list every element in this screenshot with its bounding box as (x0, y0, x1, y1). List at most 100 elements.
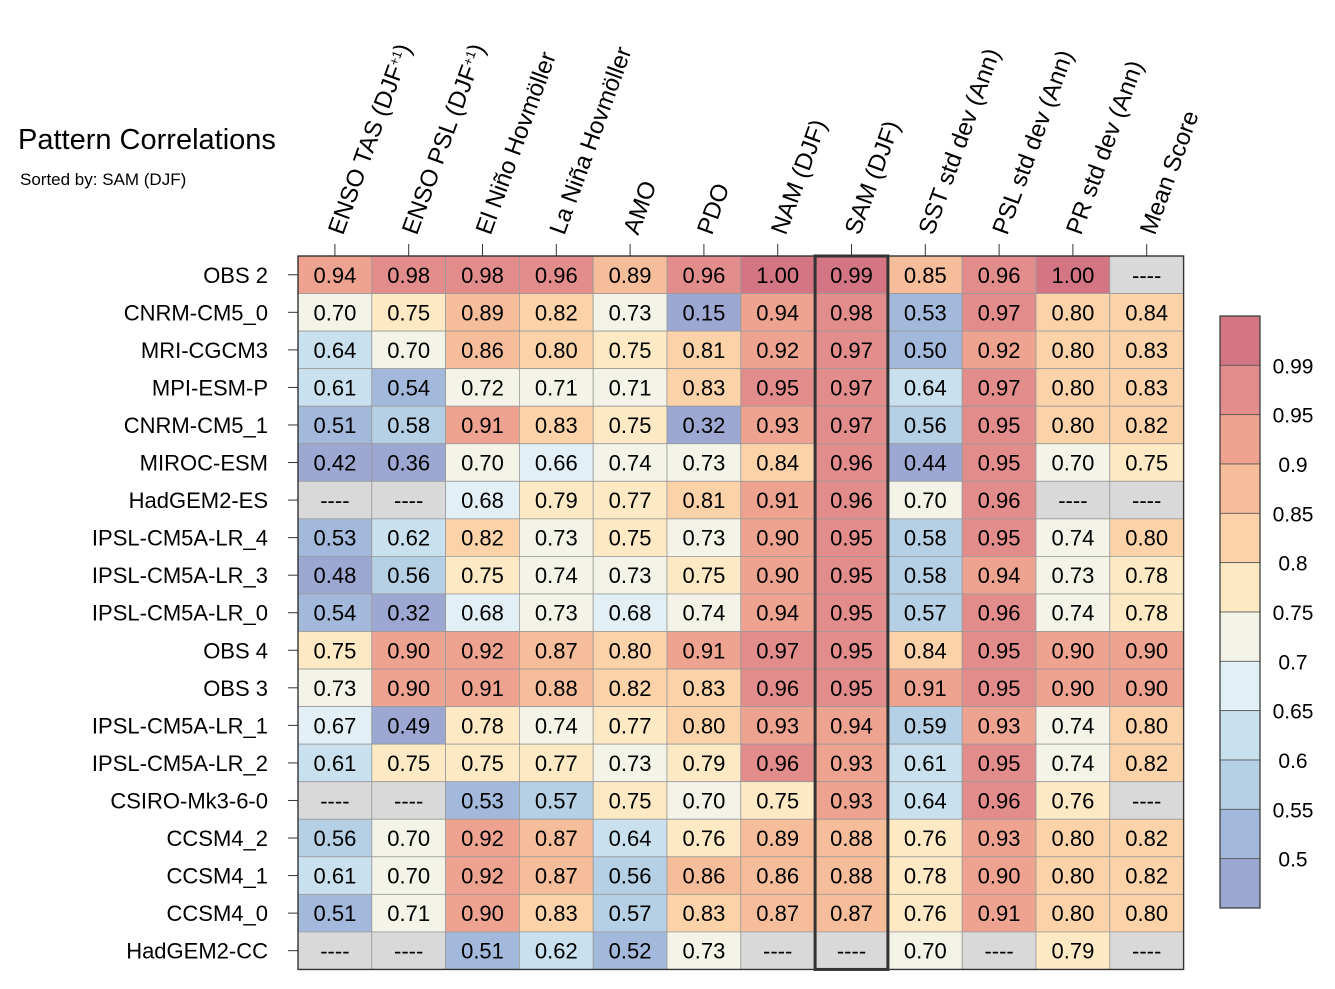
cell-value-label: 0.72 (461, 375, 504, 400)
cell-value-label: 0.81 (682, 488, 725, 513)
cell-value-label: 0.75 (609, 413, 652, 438)
heatmap-cell (814, 556, 889, 595)
cell-value-label: 0.58 (387, 413, 430, 438)
cell-value-label: 0.75 (461, 563, 504, 588)
cell-value-label: 0.93 (756, 713, 799, 738)
heatmap-cell (666, 593, 742, 632)
cell-value-label: 0.93 (830, 751, 873, 776)
cell-value-label: 0.74 (609, 451, 652, 476)
row-label: CCSM4_1 (167, 864, 268, 889)
row-label: IPSL-CM5A-LR_4 (92, 526, 268, 551)
cell-value-label: 0.84 (756, 451, 799, 476)
heatmap-cell (740, 743, 815, 783)
heatmap-cell (519, 743, 594, 783)
heatmap-cell (297, 706, 373, 745)
heatmap-cell (592, 818, 668, 858)
heatmap-cell (1109, 893, 1185, 933)
heatmap-cell (445, 518, 520, 557)
row-label: IPSL-CM5A-LR_2 (92, 751, 268, 776)
cell-value-label: 0.42 (313, 451, 356, 476)
cell-value-label: ---- (837, 939, 866, 964)
colorbar-bin (1219, 562, 1261, 613)
cell-value-label: 0.78 (461, 713, 504, 738)
heatmap-cell (519, 518, 594, 557)
colorbar-tick-label: 0.99 (1273, 355, 1314, 378)
cell-value-label: 0.91 (682, 638, 725, 663)
cell-value-label: 0.75 (609, 526, 652, 551)
heatmap-cell (740, 818, 815, 858)
heatmap-cell (371, 480, 446, 520)
heatmap-cell (445, 931, 520, 970)
row-label: CSIRO-Mk3-6-0 (110, 788, 268, 813)
heatmap-cell (888, 443, 963, 482)
heatmap-cell (1109, 668, 1185, 707)
heatmap-cell (1035, 631, 1111, 670)
row-label: MRI-CGCM3 (141, 338, 268, 363)
heatmap-cell (297, 255, 373, 294)
cell-value-label: 0.75 (609, 338, 652, 363)
heatmap-cell (888, 893, 963, 933)
cell-value-label: 0.94 (830, 713, 873, 738)
cell-value-label: 0.87 (535, 826, 578, 851)
cell-value-label: 0.93 (978, 713, 1021, 738)
heatmap-cell (445, 631, 520, 670)
cell-value-label: 0.90 (1125, 638, 1168, 663)
cell-value-label: 0.74 (1051, 751, 1094, 776)
heatmap-cell (519, 330, 594, 370)
cell-value-label: 0.70 (387, 864, 430, 889)
row-label: CNRM-CM5_0 (124, 300, 268, 325)
row-label: OBS 2 (203, 263, 268, 288)
cell-value-label: 0.56 (313, 826, 356, 851)
cell-value-label: 0.94 (756, 601, 799, 626)
heatmap-cell (1035, 255, 1111, 294)
cell-value-label: 0.57 (535, 788, 578, 813)
cell-value-label: 0.96 (978, 788, 1021, 813)
heatmap-cell (445, 405, 520, 445)
cell-value-label: 0.88 (535, 676, 578, 701)
cell-value-label: 0.80 (1125, 713, 1168, 738)
cell-value-label: 0.51 (461, 939, 504, 964)
colorbar-bin (1219, 512, 1261, 564)
heatmap-cell (961, 556, 1037, 595)
column-label: PR std dev (Ann) (1061, 57, 1149, 238)
cell-value-label: 0.79 (1051, 939, 1094, 964)
cell-value-label: 0.94 (756, 300, 799, 325)
cell-value-label: 0.95 (978, 413, 1021, 438)
cell-value-label: 0.90 (1051, 676, 1094, 701)
heatmap-cell (1109, 480, 1185, 520)
heatmap-cell (888, 330, 963, 370)
chart-subtitle: Sorted by: SAM (DJF) (20, 170, 187, 189)
cell-value-label: 0.80 (682, 713, 725, 738)
heatmap-cell (1035, 368, 1111, 407)
cell-value-label: 0.90 (461, 901, 504, 926)
cell-value-label: 0.95 (830, 676, 873, 701)
cell-value-label: 0.59 (904, 713, 947, 738)
cell-value-label: 0.90 (387, 676, 430, 701)
cell-value-label: 0.49 (387, 713, 430, 738)
cell-value-label: ---- (1132, 263, 1161, 288)
cell-value-label: 0.67 (313, 713, 356, 738)
cell-value-label: 0.96 (830, 488, 873, 513)
cell-value-label: 0.70 (904, 488, 947, 513)
row-label: IPSL-CM5A-LR_1 (92, 713, 268, 738)
cell-value-label: 0.15 (682, 300, 725, 325)
cell-value-label: 0.97 (978, 300, 1021, 325)
cell-value-label: 0.91 (978, 901, 1021, 926)
cell-value-label: 0.51 (313, 413, 356, 438)
cell-value-label: 0.98 (830, 300, 873, 325)
cell-value-label: 0.77 (535, 751, 578, 776)
cell-value-label: ---- (320, 488, 349, 513)
heatmap-cell (297, 931, 373, 970)
cell-value-label: 0.95 (978, 526, 1021, 551)
row-label: HadGEM2-CC (126, 939, 268, 964)
cell-value-label: ---- (1058, 488, 1087, 513)
heatmap-cell (1035, 405, 1111, 445)
cell-value-label: 0.97 (830, 338, 873, 363)
heatmap-cell (814, 781, 889, 820)
cell-value-label: 0.68 (461, 601, 504, 626)
cell-value-label: 0.75 (387, 300, 430, 325)
colorbar-tick-label: 0.8 (1278, 553, 1307, 576)
cell-value-label: 0.76 (1051, 788, 1094, 813)
column-label: SST std dev (Ann) (914, 45, 1006, 238)
